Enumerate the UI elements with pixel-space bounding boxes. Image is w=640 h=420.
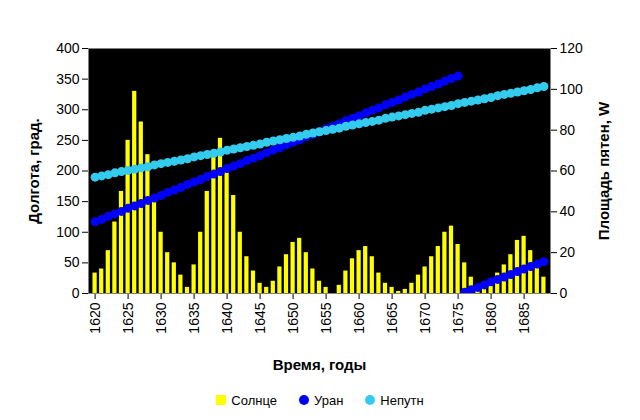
svg-text:1660: 1660: [351, 302, 367, 333]
svg-text:1630: 1630: [153, 302, 169, 333]
svg-text:Площадь пятен, W: Площадь пятен, W: [595, 101, 612, 240]
svg-text:1620: 1620: [87, 302, 103, 333]
svg-text:200: 200: [56, 162, 80, 178]
svg-text:1650: 1650: [285, 302, 301, 333]
svg-text:0: 0: [72, 285, 80, 301]
svg-text:400: 400: [56, 40, 80, 56]
svg-text:1670: 1670: [417, 302, 433, 333]
svg-text:1655: 1655: [318, 302, 334, 333]
svg-text:150: 150: [56, 193, 80, 209]
svg-text:1645: 1645: [252, 302, 268, 333]
svg-text:20: 20: [560, 244, 576, 260]
svg-text:120: 120: [560, 40, 584, 56]
svg-text:1665: 1665: [384, 302, 400, 333]
svg-text:1675: 1675: [450, 302, 466, 333]
svg-text:60: 60: [560, 162, 576, 178]
html-text:Уран: Уран: [314, 392, 344, 408]
html-text:Солнце: Солнце: [231, 392, 277, 408]
svg-text:300: 300: [56, 101, 80, 117]
svg-text:Долгота, град.: Долгота, град.: [25, 118, 42, 224]
html-text:Непутн: Непутн: [380, 392, 424, 408]
svg-text:1685: 1685: [516, 302, 532, 333]
svg-text:Время, годы: Время, годы: [273, 356, 367, 373]
svg-text:100: 100: [56, 224, 80, 240]
svg-text:1635: 1635: [186, 302, 202, 333]
svg-text:100: 100: [560, 81, 584, 97]
svg-text:1680: 1680: [483, 302, 499, 333]
svg-text:250: 250: [56, 132, 80, 148]
svg-text:350: 350: [56, 71, 80, 87]
svg-text:80: 80: [560, 122, 576, 138]
svg-text:40: 40: [560, 203, 576, 219]
svg-text:0: 0: [560, 285, 568, 301]
svg-text:50: 50: [64, 254, 80, 270]
svg-text:1640: 1640: [219, 302, 235, 333]
svg-text:1625: 1625: [120, 302, 136, 333]
